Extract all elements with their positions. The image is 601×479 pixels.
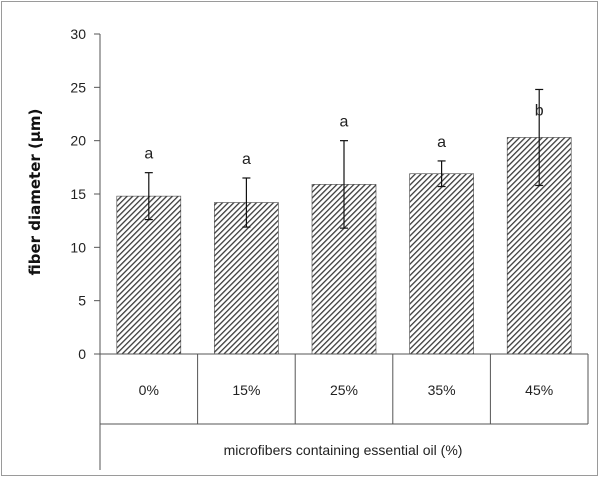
x-category-label: 45% [525,382,553,398]
y-tick-label: 0 [78,346,86,362]
bar [409,173,474,355]
y-tick-label: 5 [78,293,86,309]
significance-label: a [437,134,446,151]
x-category-label: 0% [139,382,159,398]
significance-label: b [535,102,544,119]
y-tick-label: 25 [70,79,86,95]
significance-label: a [340,114,349,131]
bar [311,184,377,355]
y-tick-label: 10 [70,239,86,255]
y-tick-label: 30 [70,26,86,42]
bar [214,202,279,355]
y-tick-label: 15 [70,186,86,202]
y-axis-title: fiber diameter (μm) [26,109,44,276]
y-tick-label: 20 [70,133,86,149]
x-category-label: 15% [232,382,260,398]
x-category-label: 25% [330,382,358,398]
x-category-label: 35% [428,382,456,398]
significance-label: a [242,151,251,168]
significance-label: a [144,146,153,163]
bar [116,195,182,355]
x-axis-title: microfibers containing essential oil (%) [224,442,463,458]
